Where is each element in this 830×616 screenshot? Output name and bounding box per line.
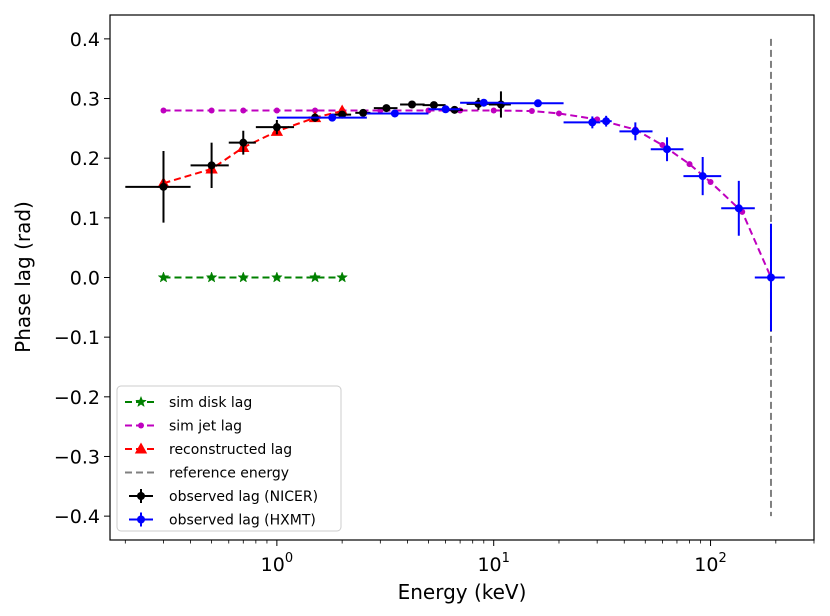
legend-sim-jet-lag-marker [138,422,144,429]
sim-disk-lag-point [309,271,321,283]
y-tick-label: −0.4 [54,506,100,528]
observed-nicer-point [382,104,391,113]
observed-hxmt-point [663,145,672,154]
legend-observed-lag-hxmt-label: observed lag (HXMT) [169,513,316,529]
observed-nicer-point [496,100,505,109]
y-tick-label: 0.3 [70,89,100,111]
sim-disk-lag-point [336,271,349,283]
sim-jet-lag-series [160,107,774,281]
legend-observed-lag-hxmt-marker [137,515,145,524]
observed-hxmt-series [276,98,785,332]
sim-disk-lag-point [205,271,218,283]
observed-hxmt-point [602,117,611,126]
axis-ticks: 0.4 0.3 0.2 0.1 0.0 −0.1 −0.2 −0.3 −0.4 100 101 102 [54,29,815,576]
observed-hxmt-point [631,127,640,136]
x-tick-label: 101 [477,551,509,576]
sim-jet-lag-point [160,107,167,114]
legend-reconstructed-lag-marker [134,442,148,454]
y-tick-label: 0.1 [70,208,100,230]
observed-hxmt-point [588,118,597,127]
legend-observed-lag-nicer-label: observed lag (NICER) [169,489,318,505]
sim-disk-lag-point [157,271,170,283]
sim-jet-lag-point [707,179,714,186]
observed-nicer-point [408,100,417,109]
x-axis-label: Energy (keV) [398,580,527,604]
legend-sim-jet-lag-label: sim jet lag [169,419,242,435]
observed-hxmt-point [533,99,542,108]
sim-jet-lag-point [555,110,562,117]
legend-box [116,385,342,532]
sim-jet-lag-point [208,107,215,114]
observed-nicer-point [239,138,248,147]
observed-nicer-point [429,101,438,110]
observed-hxmt-point [698,172,707,181]
sim-disk-lag-series [157,271,349,283]
sim-jet-lag-point [686,161,693,168]
sim-jet-lag-point [312,107,319,114]
y-tick-label: −0.3 [54,446,100,468]
y-tick-label: −0.2 [54,387,100,409]
observed-nicer-point [207,161,216,170]
y-tick-label: 0.2 [70,148,100,170]
legend-reconstructed-lag-label: reconstructed lag [169,442,292,458]
x-tick-label: 100 [261,551,293,576]
sim-jet-lag-point [528,108,535,115]
y-tick-label: 0.4 [70,29,100,51]
observed-hxmt-point [734,204,743,213]
plot-marks [125,38,785,517]
legend-reference-energy-label: reference energy [169,466,289,482]
legend-sim-disk-lag-marker [135,395,147,408]
legend-sim-disk-lag-label: sim disk lag [169,395,252,411]
y-tick-label: 0.0 [70,268,100,290]
observed-hxmt-point [441,105,450,114]
observed-hxmt-point [479,98,488,107]
sim-jet-lag-point [240,107,247,114]
observed-nicer-point [159,182,168,191]
reconstructed-lag-line [163,110,343,185]
observed-hxmt-point [390,109,399,118]
sim-disk-lag-point [270,271,283,283]
sim-jet-lag-point [659,142,666,149]
sim-jet-lag-point [273,107,280,114]
x-tick-label: 102 [694,551,726,576]
observed-nicer-point [272,123,281,132]
legend-observed-lag-nicer-marker [137,492,145,500]
y-axis-label: Phase lag (rad) [11,201,35,353]
observed-nicer-point [359,108,368,117]
legend: sim disk lag sim jet lag reconstructed lag… [116,385,342,532]
observed-hxmt-point [328,113,337,122]
y-tick-label: −0.1 [54,327,100,349]
sim-disk-lag-point [237,271,250,283]
sim-jet-lag-point [490,107,497,114]
observed-hxmt-point [766,273,775,282]
